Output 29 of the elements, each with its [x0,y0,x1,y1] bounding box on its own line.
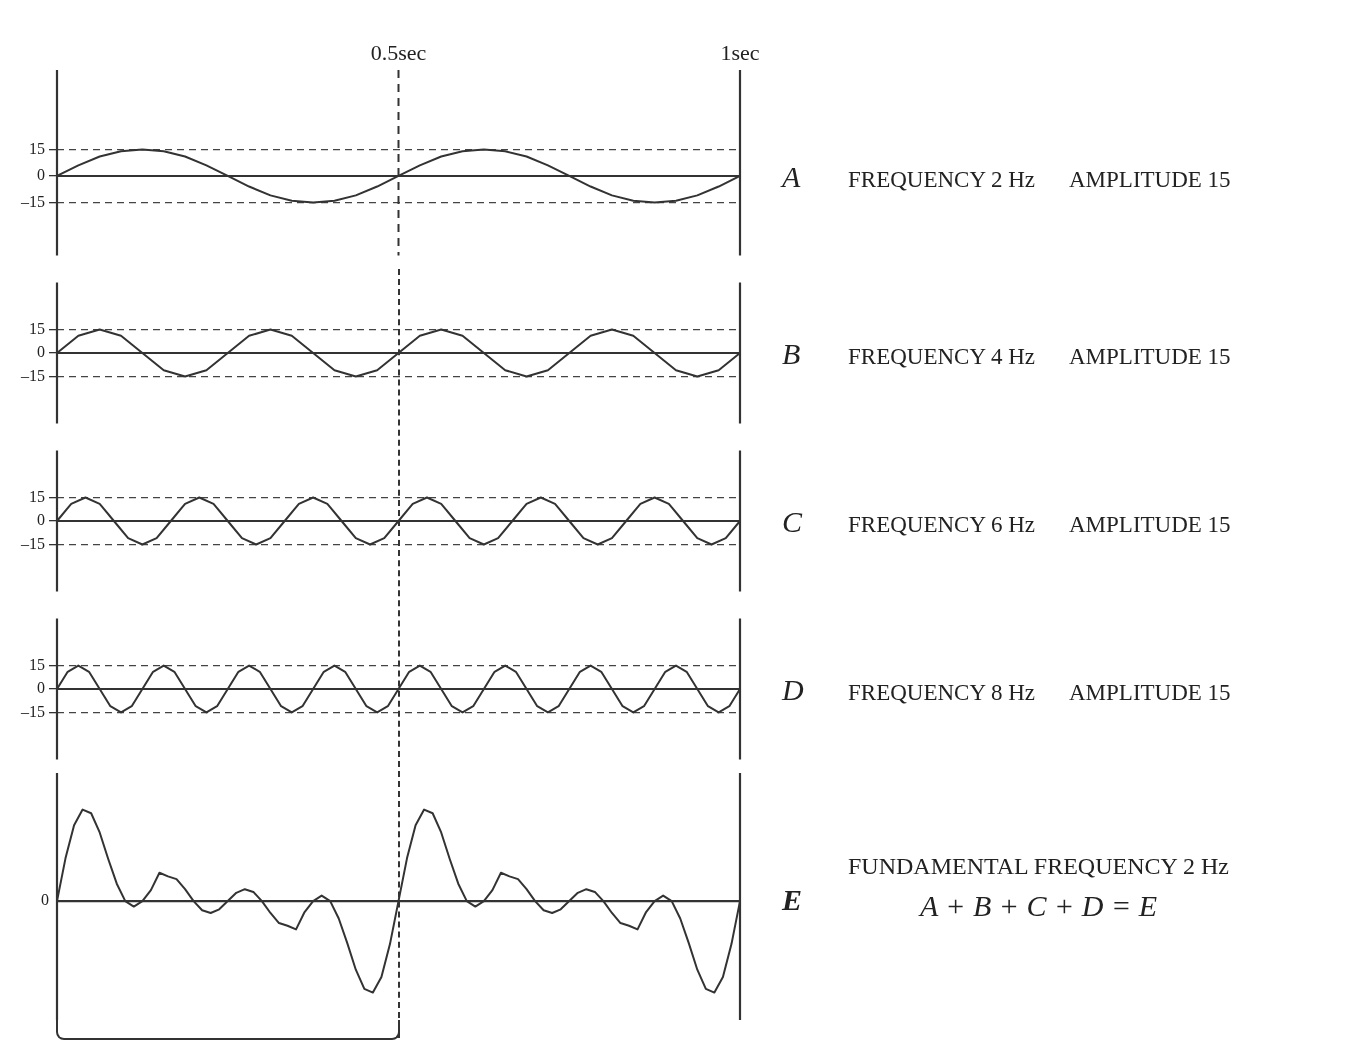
text: FREQUENCY 4 Hz [848,344,1035,370]
text: AMPLITUDE 15 [1068,344,1231,370]
text: FUNDAMENTAL FREQUENCY 2 Hz [848,853,1229,881]
text: E [782,883,803,918]
y-tick-label: 0 [37,166,45,184]
y-tick-label: 0 [37,343,45,361]
y-tick-label: –15 [20,192,45,210]
y-tick-label: 15 [29,319,45,337]
text: AMPLITUDE 15 [1068,166,1231,193]
y-tick-label: 0 [37,679,45,697]
y-tick-label: 15 [29,487,45,505]
text: FREQUENCY 6 Hz [848,512,1035,538]
text: FREQUENCY 2 Hz [848,166,1035,193]
y-tick-label: 15 [29,655,45,673]
text: A + B + C + D = E [920,889,1158,924]
x-tick-label: 1sec [720,39,760,65]
text: A [782,159,802,194]
text: AMPLITUDE 15 [1068,680,1231,706]
y-tick-label: –15 [20,534,45,552]
text: B [782,337,802,371]
y-tick-label: –15 [20,366,45,384]
y-tick-label: –15 [20,702,45,720]
x-tick-label: 0.5sec [370,39,427,65]
text: AMPLITUDE 15 [1068,512,1231,538]
text: FREQUENCY 8 Hz [848,680,1035,706]
y-tick-label: 0 [37,511,45,529]
y-tick-label: 15 [29,139,45,157]
text: D [782,673,805,707]
text: C [782,505,804,539]
